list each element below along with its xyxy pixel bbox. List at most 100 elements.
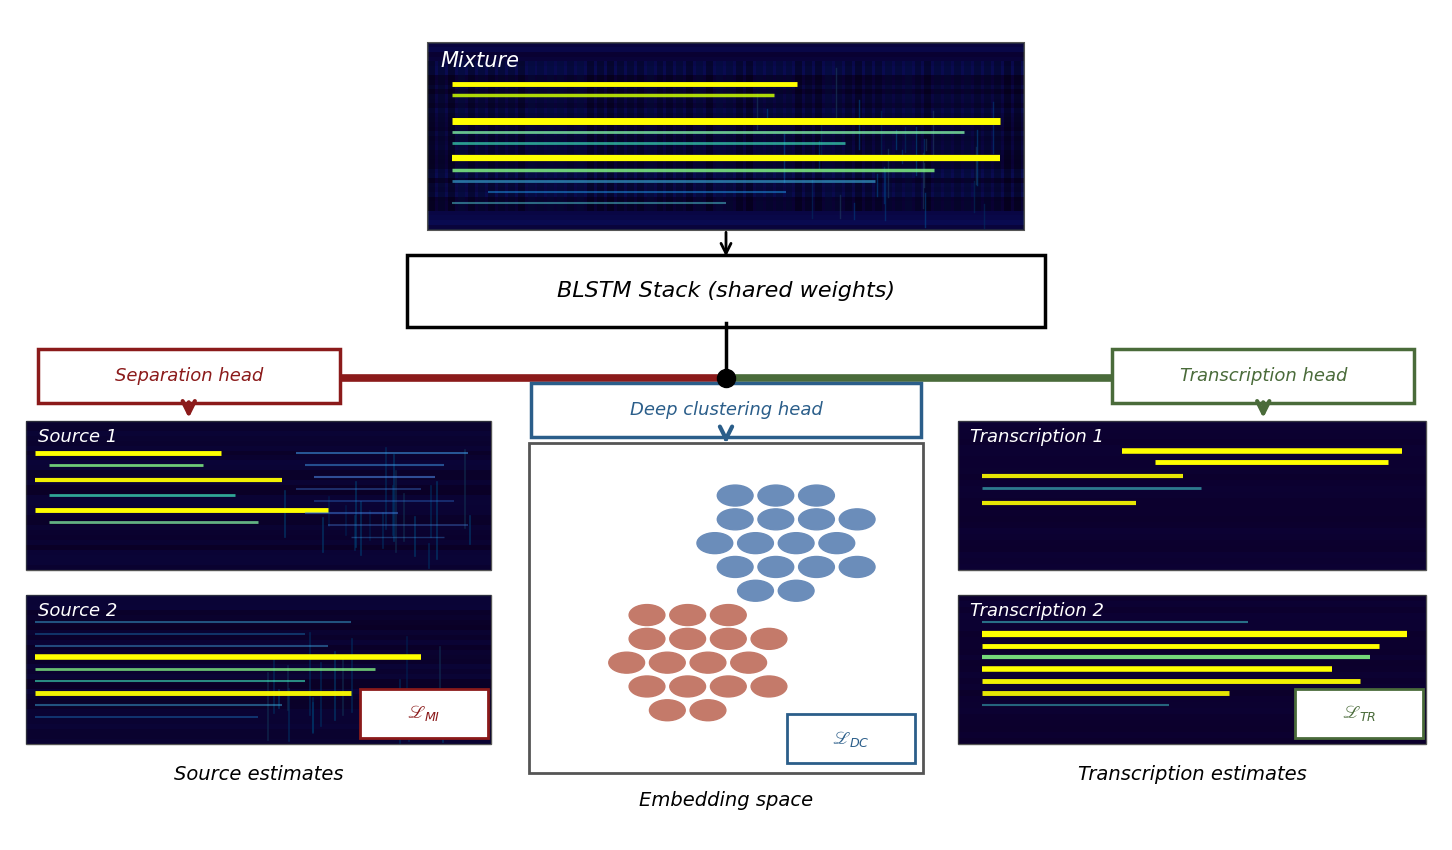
FancyBboxPatch shape <box>428 99 1024 104</box>
FancyBboxPatch shape <box>958 684 1426 690</box>
FancyBboxPatch shape <box>1112 349 1414 403</box>
FancyBboxPatch shape <box>428 141 1024 145</box>
FancyBboxPatch shape <box>428 61 436 211</box>
FancyBboxPatch shape <box>958 546 1426 552</box>
FancyBboxPatch shape <box>26 426 491 431</box>
FancyBboxPatch shape <box>825 61 832 211</box>
FancyBboxPatch shape <box>894 61 902 211</box>
FancyBboxPatch shape <box>468 61 475 211</box>
Circle shape <box>669 676 706 697</box>
Text: Separation head: Separation head <box>115 367 263 385</box>
Text: $\mathscr{L}_{DC}$: $\mathscr{L}_{DC}$ <box>832 728 870 749</box>
FancyBboxPatch shape <box>26 505 491 510</box>
FancyBboxPatch shape <box>576 61 584 211</box>
FancyBboxPatch shape <box>636 61 643 211</box>
FancyBboxPatch shape <box>26 644 491 649</box>
FancyBboxPatch shape <box>884 61 892 211</box>
Circle shape <box>758 557 794 577</box>
FancyBboxPatch shape <box>547 61 555 211</box>
FancyBboxPatch shape <box>428 80 1024 85</box>
FancyBboxPatch shape <box>26 679 491 684</box>
FancyBboxPatch shape <box>26 545 491 550</box>
FancyBboxPatch shape <box>697 61 703 211</box>
FancyBboxPatch shape <box>958 702 1426 708</box>
FancyBboxPatch shape <box>26 480 491 485</box>
FancyBboxPatch shape <box>958 637 1426 643</box>
FancyBboxPatch shape <box>627 61 633 211</box>
FancyBboxPatch shape <box>26 704 491 709</box>
Circle shape <box>690 652 726 673</box>
FancyBboxPatch shape <box>26 625 491 630</box>
FancyBboxPatch shape <box>26 684 491 689</box>
FancyBboxPatch shape <box>428 188 1024 192</box>
FancyBboxPatch shape <box>925 61 931 211</box>
Circle shape <box>649 652 685 673</box>
FancyBboxPatch shape <box>958 522 1426 528</box>
Circle shape <box>717 509 754 530</box>
FancyBboxPatch shape <box>935 61 941 211</box>
FancyBboxPatch shape <box>26 490 491 495</box>
FancyBboxPatch shape <box>26 670 491 674</box>
FancyBboxPatch shape <box>26 640 491 644</box>
FancyBboxPatch shape <box>428 108 1024 113</box>
FancyBboxPatch shape <box>428 52 1024 56</box>
FancyBboxPatch shape <box>958 660 1426 666</box>
FancyBboxPatch shape <box>26 450 491 456</box>
FancyBboxPatch shape <box>26 555 491 559</box>
FancyBboxPatch shape <box>26 461 491 466</box>
FancyBboxPatch shape <box>787 714 915 763</box>
FancyBboxPatch shape <box>958 558 1426 564</box>
FancyBboxPatch shape <box>360 688 488 738</box>
FancyBboxPatch shape <box>755 61 762 211</box>
FancyBboxPatch shape <box>765 61 772 211</box>
FancyBboxPatch shape <box>428 173 1024 178</box>
FancyBboxPatch shape <box>478 61 485 211</box>
FancyBboxPatch shape <box>958 690 1426 696</box>
FancyBboxPatch shape <box>958 552 1426 558</box>
FancyBboxPatch shape <box>958 726 1426 732</box>
FancyBboxPatch shape <box>944 61 951 211</box>
FancyBboxPatch shape <box>26 635 491 640</box>
FancyBboxPatch shape <box>958 534 1426 540</box>
FancyBboxPatch shape <box>26 495 491 500</box>
Text: BLSTM Stack (shared weights): BLSTM Stack (shared weights) <box>558 281 894 301</box>
FancyBboxPatch shape <box>529 443 923 773</box>
FancyBboxPatch shape <box>958 631 1426 637</box>
FancyBboxPatch shape <box>26 466 491 470</box>
FancyBboxPatch shape <box>958 714 1426 720</box>
FancyBboxPatch shape <box>26 739 491 744</box>
Text: Source estimates: Source estimates <box>174 765 343 784</box>
FancyBboxPatch shape <box>428 117 1024 122</box>
FancyBboxPatch shape <box>428 164 1024 169</box>
FancyBboxPatch shape <box>428 197 1024 201</box>
Text: Source 1: Source 1 <box>38 428 118 445</box>
FancyBboxPatch shape <box>958 504 1426 510</box>
FancyBboxPatch shape <box>958 421 1426 427</box>
FancyBboxPatch shape <box>26 559 491 564</box>
FancyBboxPatch shape <box>26 595 491 744</box>
FancyBboxPatch shape <box>706 61 713 211</box>
Text: Transcription 2: Transcription 2 <box>970 602 1104 620</box>
FancyBboxPatch shape <box>855 61 862 211</box>
FancyBboxPatch shape <box>958 433 1426 439</box>
FancyBboxPatch shape <box>958 468 1426 474</box>
FancyBboxPatch shape <box>958 595 1426 744</box>
FancyBboxPatch shape <box>958 516 1426 522</box>
FancyBboxPatch shape <box>958 696 1426 702</box>
FancyBboxPatch shape <box>666 61 674 211</box>
FancyBboxPatch shape <box>26 610 491 615</box>
FancyBboxPatch shape <box>26 649 491 654</box>
FancyBboxPatch shape <box>449 61 454 211</box>
FancyBboxPatch shape <box>958 439 1426 445</box>
FancyBboxPatch shape <box>568 61 574 211</box>
Circle shape <box>751 628 787 649</box>
FancyBboxPatch shape <box>958 564 1426 570</box>
FancyBboxPatch shape <box>26 524 491 530</box>
FancyBboxPatch shape <box>597 61 604 211</box>
FancyBboxPatch shape <box>1295 688 1423 738</box>
FancyBboxPatch shape <box>26 535 491 540</box>
FancyBboxPatch shape <box>984 61 990 211</box>
FancyBboxPatch shape <box>26 515 491 520</box>
FancyBboxPatch shape <box>428 57 1024 61</box>
FancyBboxPatch shape <box>428 71 1024 76</box>
